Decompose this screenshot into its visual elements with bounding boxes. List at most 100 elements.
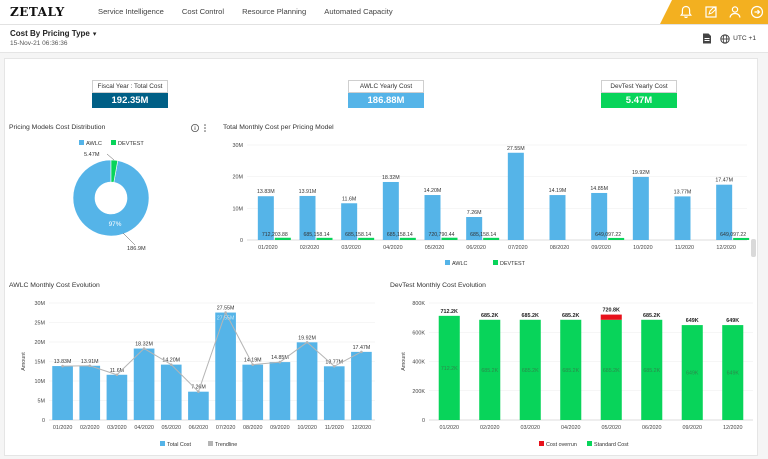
chevron-down-icon: ▾ — [92, 31, 97, 38]
pie-leader-line — [106, 153, 115, 161]
bar-top-label: 685.2K — [643, 313, 660, 319]
timezone-globe-icon[interactable] — [720, 33, 730, 44]
nav-automated-capacity[interactable]: Automated Capacity — [324, 7, 393, 16]
legend-label: Cost overrun — [546, 442, 577, 448]
page-title: Cost By Pricing Type — [10, 29, 90, 38]
x-tick-label: 03/2020 — [521, 425, 541, 431]
bar-standard-cost — [722, 325, 744, 420]
edit-icon[interactable] — [703, 4, 719, 20]
page-header: Cost By Pricing Type ▾ 15-Nov-21 06:36:36… — [0, 25, 768, 53]
legend-label: Total Cost — [167, 442, 191, 448]
trend-point — [169, 363, 173, 366]
bar-total-cost — [323, 366, 345, 420]
bar-awlc — [466, 217, 483, 240]
monthly-bar-chart: 0 10M 20M 30M 13.83M 712,203.88 01/2020 13.91M 6… — [233, 143, 750, 267]
trend-point — [142, 347, 146, 350]
y-tick-label: 600K — [412, 330, 425, 336]
x-tick-label: 11/2020 — [675, 245, 694, 251]
bar-total-cost — [351, 351, 372, 420]
bar-total-cost — [79, 365, 101, 420]
x-tick-label: 05/2020 — [425, 245, 445, 251]
trend-point — [224, 311, 227, 314]
info-icon[interactable] — [190, 123, 200, 133]
x-tick-label: 08/2020 — [550, 245, 570, 251]
bar-awlc — [299, 195, 316, 240]
legend-label: Trendline — [215, 442, 237, 448]
pie-chart-title: Pricing Models Cost Distribution — [9, 124, 106, 131]
bar-label-devtest: 649,097.22 — [595, 232, 621, 238]
bar-label: 7.26M — [191, 385, 206, 391]
bar-inner-label: 27.55M — [217, 316, 235, 322]
y-tick-label: 30M — [233, 143, 244, 149]
user-icon[interactable] — [727, 4, 743, 20]
trend-point — [278, 360, 282, 364]
bar-awlc — [591, 192, 608, 240]
bar-label: 14.85M — [271, 355, 289, 361]
x-tick-label: 04/2020 — [383, 245, 403, 251]
bar-devtest — [441, 237, 458, 240]
page-title-dropdown[interactable]: Cost By Pricing Type ▾ — [10, 29, 96, 38]
pie-inner-label: 97% — [109, 221, 122, 228]
bar-devtest — [316, 237, 333, 240]
header-actions — [660, 0, 768, 24]
bar-awlc — [341, 203, 358, 240]
kpi-fiscal-year-total: Fiscal Year : Total Cost 192.35M — [92, 80, 168, 108]
bar-total-cost — [106, 374, 128, 420]
bar-label-devtest: 685,158.14 — [387, 232, 413, 238]
bar-awlc — [507, 152, 524, 240]
bar-label: 19.92M — [298, 335, 316, 341]
bar-label-awlc: 13.77M — [674, 189, 692, 195]
legend-swatch — [445, 260, 450, 265]
nav-resource-planning[interactable]: Resource Planning — [242, 7, 307, 16]
bar-top-label: 685.2K — [522, 313, 539, 319]
timezone-label[interactable]: UTC +1 — [733, 35, 756, 42]
y-tick-label: 0 — [422, 418, 425, 424]
nav-service-intelligence[interactable]: Service Intelligence — [98, 7, 164, 16]
trend-point — [61, 364, 64, 368]
legend-label: AWLC — [86, 141, 102, 147]
x-tick-label: 01/2020 — [440, 425, 460, 431]
x-tick-label: 09/2020 — [591, 245, 611, 251]
y-tick-label: 400K — [412, 360, 425, 366]
bell-icon[interactable] — [678, 4, 694, 20]
bar-awlc — [716, 184, 733, 240]
bar-inner-label: 685.2K — [643, 368, 660, 374]
more-options-icon[interactable] — [202, 123, 208, 133]
trend-point — [251, 363, 255, 366]
bar-label-awlc: 19.92M — [632, 170, 650, 176]
pie-slice-devtest — [110, 159, 119, 183]
awlc-chart-title: AWLC Monthly Cost Evolution — [9, 282, 100, 289]
page-date: 15-Nov-21 06:36:36 — [10, 40, 68, 47]
x-tick-label: 04/2020 — [561, 425, 581, 431]
zetaly-logo[interactable]: ZETALY — [10, 5, 65, 19]
bar-label-awlc: 14.85M — [590, 186, 608, 192]
bar-label-devtest: 649,097.22 — [720, 232, 746, 238]
y-tick-label: 20M — [35, 340, 46, 346]
bar-awlc — [674, 196, 691, 240]
main-nav: Service Intelligence Cost Control Resour… — [98, 7, 411, 16]
bar-devtest — [733, 237, 750, 240]
top-bar: ZETALY Service Intelligence Cost Control… — [0, 0, 768, 25]
bar-inner-label: 649K — [727, 371, 740, 377]
bar-top-label: 685.2K — [481, 313, 498, 319]
y-tick-label: 10M — [233, 206, 244, 212]
y-tick-label: 25M — [35, 321, 46, 327]
bar-total-cost — [269, 362, 291, 420]
bar-top-label: 712.2K — [441, 309, 458, 315]
awlc-bar-chart: 0 5M 10M 15M 20M 25M 30M Amount 13.83M 01/2020 13.… — [21, 301, 375, 448]
x-tick-label: 01/2020 — [258, 245, 278, 251]
bar-devtest — [399, 237, 416, 240]
x-tick-label: 12/2020 — [352, 425, 372, 431]
bar-top-label: 649K — [686, 318, 699, 324]
y-tick-label: 800K — [412, 301, 425, 307]
x-tick-label: 09/2020 — [270, 425, 290, 431]
bar-devtest — [358, 237, 375, 240]
kpi-awlc-yearly: AWLC Yearly Cost 186.88M — [348, 80, 424, 108]
bar-total-cost — [133, 348, 155, 420]
scrollbar[interactable] — [751, 239, 756, 257]
logout-icon[interactable] — [749, 4, 765, 20]
export-pdf-icon[interactable] — [702, 33, 712, 44]
nav-cost-control[interactable]: Cost Control — [181, 7, 225, 16]
y-tick-label: 5M — [38, 399, 46, 405]
x-tick-label: 02/2020 — [480, 425, 500, 431]
